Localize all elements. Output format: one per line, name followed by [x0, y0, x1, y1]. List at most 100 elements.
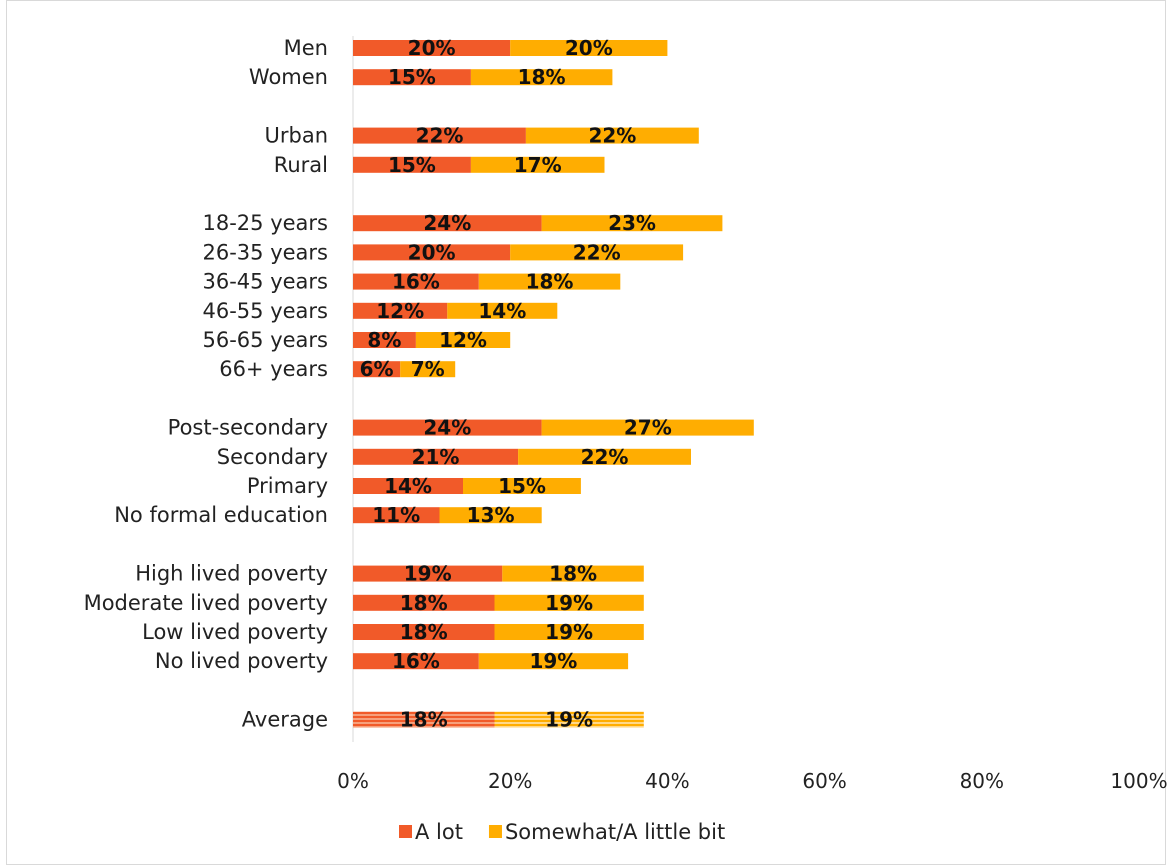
data-label-women-somewhat-a-little-bit: 18%: [518, 65, 566, 89]
bar-18-25-years-a-lot: [353, 215, 542, 232]
bar-36-45-years-somewhat-a-little-bit: [478, 273, 621, 290]
bar-no-lived-poverty-a-lot: [353, 653, 479, 670]
data-label-66-years-somewhat-a-little-bit: 7%: [411, 357, 445, 381]
bar-post-secondary-a-lot: [353, 419, 542, 436]
data-label-26-35-years-a-lot: 20%: [408, 240, 456, 264]
data-label-average-a-lot: 18%: [400, 708, 448, 732]
category-label-secondary: Secondary: [217, 445, 328, 469]
data-label-56-65-years-a-lot: 8%: [367, 328, 401, 352]
bar-18-25-years-somewhat-a-little-bit: [541, 215, 723, 232]
category-labels: Men Women Urban Rural 18-25 years 26-35 years…: [84, 36, 328, 732]
bar-rural-a-lot: [353, 156, 471, 173]
bar-women-a-lot: [353, 69, 471, 86]
data-label-no-lived-poverty-somewhat-a-little-bit: 19%: [529, 649, 577, 673]
data-label-moderate-lived-poverty-somewhat-a-little-bit: 19%: [545, 591, 593, 615]
bar-56-65-years-somewhat-a-little-bit: [415, 332, 511, 348]
category-label-moderate-lived-poverty: Moderate lived poverty: [84, 591, 328, 615]
legend-label-somewhat-a-little-bit: Somewhat/A little bit: [505, 820, 725, 844]
bar-urban-somewhat-a-little-bit: [525, 127, 699, 144]
data-label-urban-somewhat-a-little-bit: 22%: [588, 124, 636, 148]
data-label-post-secondary-somewhat-a-little-bit: 27%: [624, 416, 672, 440]
bar-primary-a-lot: [353, 478, 463, 494]
legend-label-a-lot: A lot: [415, 820, 463, 844]
data-label-56-65-years-somewhat-a-little-bit: 12%: [439, 328, 487, 352]
bar-post-secondary-somewhat-a-little-bit: [541, 419, 754, 436]
data-label-rural-somewhat-a-little-bit: 17%: [514, 153, 562, 177]
data-label-post-secondary-a-lot: 24%: [423, 416, 471, 440]
bar-low-lived-poverty-somewhat-a-little-bit: [494, 624, 644, 640]
data-label-men-a-lot: 20%: [408, 36, 456, 60]
data-label-urban-a-lot: 22%: [416, 124, 464, 148]
bar-low-lived-poverty-a-lot: [353, 624, 495, 640]
bars-layer: 20% 20% 15% 18% 22% 22% 15% 17% 24% 23% 20% 22% 16% 1…: [353, 36, 754, 732]
bar-rural-somewhat-a-little-bit: [470, 156, 605, 173]
category-label-high-lived-poverty: High lived poverty: [135, 562, 328, 586]
category-label-18-25-years: 18-25 years: [203, 211, 329, 235]
category-label-no-formal-education: No formal education: [114, 503, 328, 527]
bar-66-years-somewhat-a-little-bit: [400, 361, 456, 378]
bar-average-a-lot: [353, 711, 495, 728]
data-label-18-25-years-somewhat-a-little-bit: 23%: [608, 211, 656, 235]
data-label-46-55-years-somewhat-a-little-bit: 14%: [478, 299, 526, 323]
data-label-high-lived-poverty-a-lot: 19%: [404, 562, 452, 586]
data-label-secondary-somewhat-a-little-bit: 22%: [581, 445, 629, 469]
category-label-26-35-years: 26-35 years: [203, 240, 329, 264]
data-label-no-formal-education-somewhat-a-little-bit: 13%: [467, 503, 515, 527]
data-label-primary-a-lot: 14%: [384, 474, 432, 498]
category-label-56-65-years: 56-65 years: [203, 328, 329, 352]
data-label-women-a-lot: 15%: [388, 65, 436, 89]
category-label-46-55-years: 46-55 years: [203, 299, 329, 323]
bar-moderate-lived-poverty-somewhat-a-little-bit: [494, 594, 644, 611]
data-label-18-25-years-a-lot: 24%: [423, 211, 471, 235]
bar-no-lived-poverty-somewhat-a-little-bit: [478, 653, 629, 670]
x-tick-label-1: 20%: [488, 769, 532, 793]
category-label-primary: Primary: [247, 474, 328, 498]
category-label-36-45-years: 36-45 years: [203, 270, 329, 294]
category-label-no-lived-poverty: No lived poverty: [155, 649, 328, 673]
bar-secondary-somewhat-a-little-bit: [518, 448, 691, 465]
data-label-36-45-years-a-lot: 16%: [392, 270, 440, 294]
data-label-rural-a-lot: 15%: [388, 153, 436, 177]
x-tick-label-4: 80%: [960, 769, 1004, 793]
bar-primary-somewhat-a-little-bit: [463, 478, 581, 494]
category-label-women: Women: [249, 65, 328, 89]
bar-no-formal-education-a-lot: [353, 507, 440, 524]
data-label-36-45-years-somewhat-a-little-bit: 18%: [526, 270, 574, 294]
data-label-secondary-a-lot: 21%: [412, 445, 460, 469]
bar-average-somewhat-a-little-bit: [494, 711, 644, 728]
data-label-men-somewhat-a-little-bit: 20%: [565, 36, 613, 60]
bar-66-years-a-lot: [353, 361, 401, 378]
data-label-primary-somewhat-a-little-bit: 15%: [498, 474, 546, 498]
x-tick-label-0: 0%: [337, 769, 369, 793]
bar-high-lived-poverty-a-lot: [353, 565, 503, 582]
bar-women-somewhat-a-little-bit: [470, 69, 613, 86]
bar-46-55-years-somewhat-a-little-bit: [447, 302, 558, 319]
bar-men-somewhat-a-little-bit: [510, 40, 668, 56]
bar-high-lived-poverty-somewhat-a-little-bit: [502, 565, 644, 582]
x-axis-ticks: 0% 20% 40% 60% 80% 100%: [337, 769, 1167, 793]
data-label-high-lived-poverty-somewhat-a-little-bit: 18%: [549, 562, 597, 586]
legend: A lot Somewhat/A little bit: [399, 820, 725, 844]
data-label-average-somewhat-a-little-bit: 19%: [545, 708, 593, 732]
data-label-46-55-years-a-lot: 12%: [376, 299, 424, 323]
data-label-66-years-a-lot: 6%: [360, 357, 394, 381]
x-tick-label-2: 40%: [645, 769, 689, 793]
data-label-low-lived-poverty-a-lot: 18%: [400, 620, 448, 644]
data-label-low-lived-poverty-somewhat-a-little-bit: 19%: [545, 620, 593, 644]
bar-moderate-lived-poverty-a-lot: [353, 594, 495, 611]
category-label-post-secondary: Post-secondary: [168, 416, 328, 440]
data-label-moderate-lived-poverty-a-lot: 18%: [400, 591, 448, 615]
category-label-urban: Urban: [264, 124, 328, 148]
category-label-average: Average: [242, 708, 328, 732]
data-label-no-lived-poverty-a-lot: 16%: [392, 649, 440, 673]
legend-swatch-somewhat-a-little-bit: [488, 825, 502, 838]
x-tick-label-5: 100%: [1110, 769, 1167, 793]
bar-26-35-years-somewhat-a-little-bit: [510, 244, 684, 261]
bar-urban-a-lot: [353, 127, 526, 144]
category-label-low-lived-poverty: Low lived poverty: [142, 620, 328, 644]
bar-26-35-years-a-lot: [353, 244, 511, 261]
bar-no-formal-education-somewhat-a-little-bit: [439, 507, 542, 524]
category-label-66-years: 66+ years: [219, 357, 328, 381]
data-label-26-35-years-somewhat-a-little-bit: 22%: [573, 240, 621, 264]
